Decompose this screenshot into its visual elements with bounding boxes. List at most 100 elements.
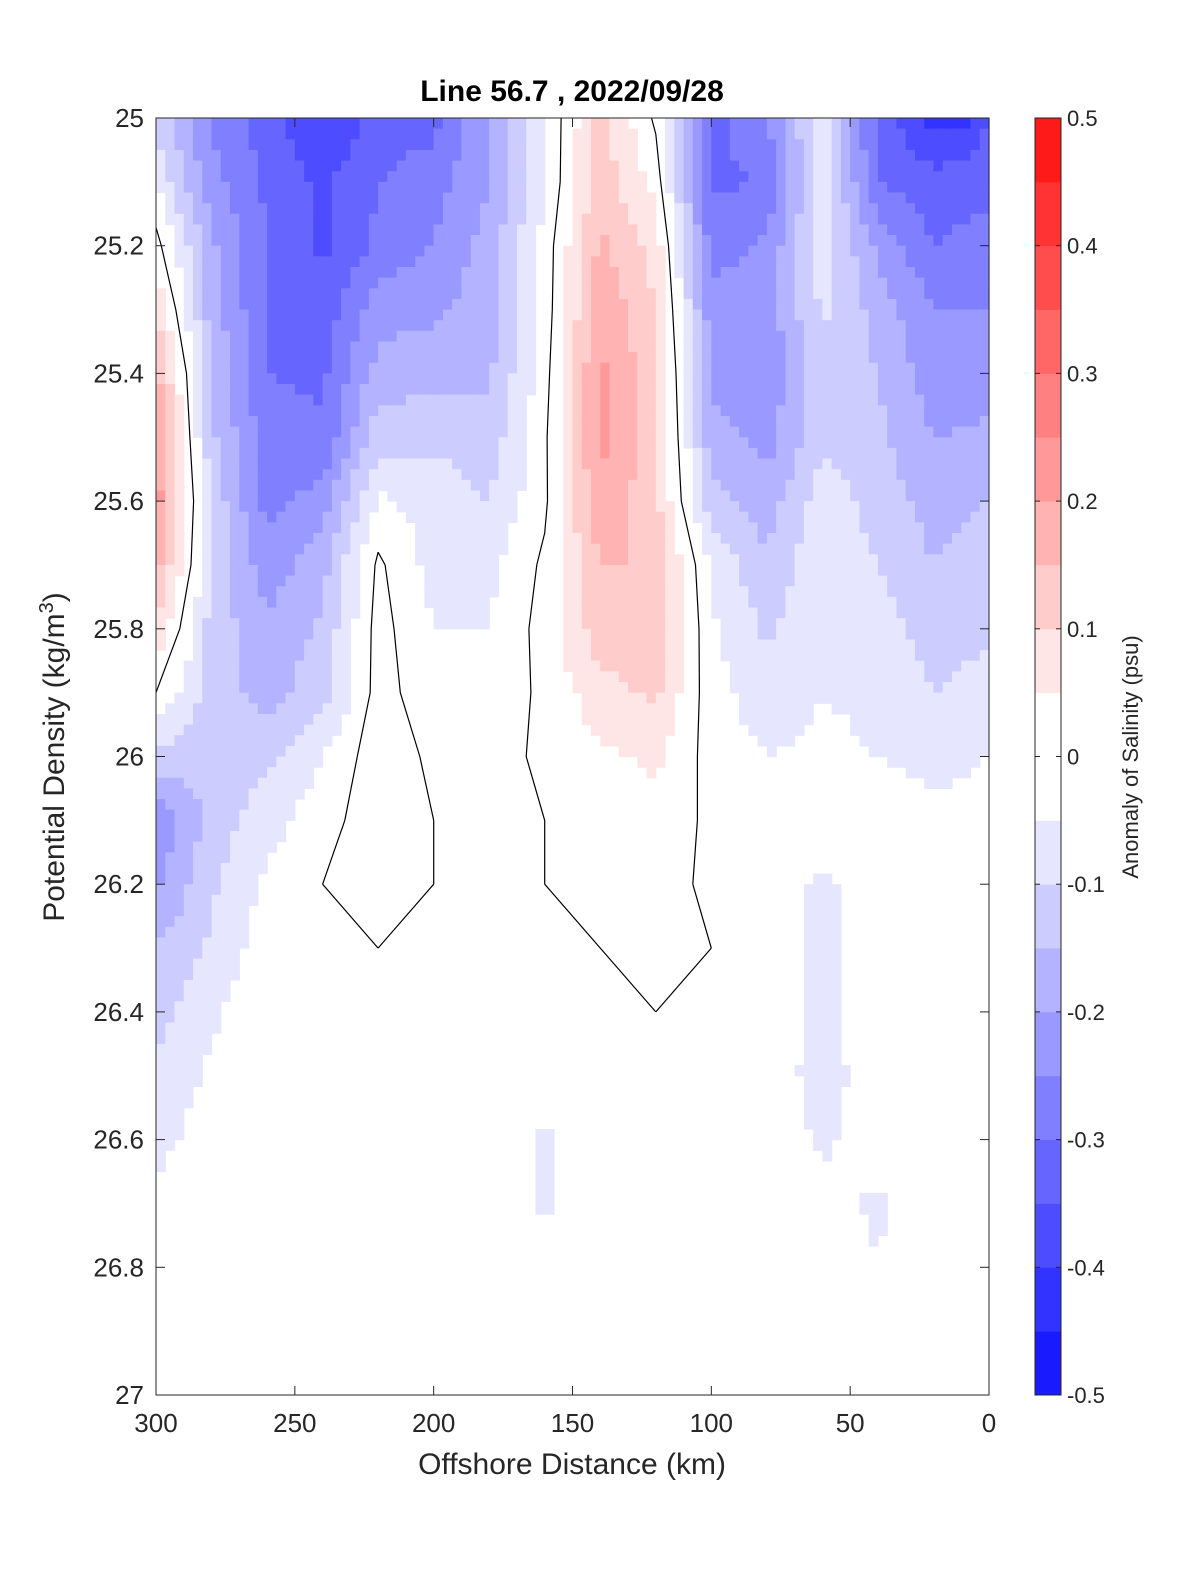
contour-cell <box>276 788 287 800</box>
contour-cell <box>646 650 657 662</box>
contour-cell <box>489 362 500 374</box>
contour-cell <box>313 426 324 438</box>
contour-cell <box>507 352 518 364</box>
contour-cell <box>637 490 648 502</box>
contour-cell <box>729 213 740 226</box>
contour-cell <box>813 692 823 704</box>
contour-cell <box>785 203 796 215</box>
contour-cell <box>470 607 481 619</box>
contour-cell <box>711 118 722 130</box>
contour-cell <box>877 426 888 438</box>
contour-cell <box>276 692 287 704</box>
contour-cell <box>748 330 759 343</box>
contour-cell <box>618 650 629 662</box>
contour-cell <box>211 884 222 896</box>
contour-cell <box>859 149 870 162</box>
contour-cell <box>618 415 629 428</box>
contour-cell <box>470 564 481 577</box>
contour-cell <box>822 671 833 683</box>
contour-cell <box>452 160 463 172</box>
contour-cell <box>220 256 231 268</box>
contour-cell <box>785 586 796 598</box>
contour-cell <box>276 522 287 534</box>
contour-cell <box>942 650 953 662</box>
contour-cell <box>507 181 518 194</box>
contour-cell <box>156 118 166 130</box>
contour-cell <box>285 139 296 151</box>
contour-cell <box>600 511 611 523</box>
contour-cell <box>461 352 472 364</box>
contour-cell <box>674 118 685 130</box>
contour-cell <box>924 533 935 545</box>
contour-cell <box>720 426 731 438</box>
contour-cell <box>424 490 435 502</box>
contour-cell <box>905 224 916 236</box>
contour-cell <box>711 575 722 587</box>
contour-cell <box>813 341 823 353</box>
contour-cell <box>341 469 351 481</box>
contour-cell <box>961 671 972 683</box>
contour-cell <box>276 809 287 821</box>
contour-cell <box>267 671 277 683</box>
contour-cell <box>924 618 935 630</box>
contour-cell <box>850 490 861 502</box>
contour-cell <box>739 650 749 662</box>
contour-cell <box>285 543 296 555</box>
contour-cell <box>165 735 176 747</box>
contour-cell <box>294 139 305 151</box>
contour-cell <box>405 405 416 417</box>
contour-cell <box>239 224 250 236</box>
contour-cell <box>165 830 176 843</box>
contour-cell <box>396 341 407 353</box>
contour-cell <box>156 362 166 374</box>
contour-cell <box>766 447 777 460</box>
contour-cell <box>914 320 925 332</box>
contour-cell <box>924 660 935 672</box>
contour-cell <box>979 415 990 428</box>
contour-cell <box>313 713 324 726</box>
contour-cell <box>803 181 814 194</box>
contour-cell <box>757 543 768 555</box>
contour-cell <box>979 203 990 215</box>
contour-cell <box>202 352 213 364</box>
contour-cell <box>591 192 601 204</box>
contour-cell <box>415 415 426 428</box>
contour-cell <box>979 128 990 140</box>
contour-cell <box>859 692 870 704</box>
contour-cell <box>313 735 324 747</box>
contour-cell <box>350 352 361 364</box>
contour-cell <box>877 320 888 332</box>
contour-cell <box>729 543 740 555</box>
contour-cell <box>183 916 194 928</box>
contour-cell <box>942 394 953 406</box>
contour-cell <box>156 958 166 970</box>
contour-cell <box>905 713 916 726</box>
contour-cell <box>498 479 509 492</box>
contour-cell <box>239 660 250 672</box>
contour-cell <box>572 362 583 374</box>
contour-cell <box>174 799 185 811</box>
contour-cell <box>267 309 277 321</box>
contour-cell <box>739 682 749 694</box>
contour-cell <box>322 352 333 364</box>
contour-cell <box>618 469 629 481</box>
contour-cell <box>609 511 620 523</box>
contour-cell <box>609 628 620 641</box>
contour-cell <box>933 671 944 683</box>
contour-cell <box>220 501 231 513</box>
contour-cell <box>544 1171 555 1183</box>
contour-cell <box>248 511 259 523</box>
contour-cell <box>803 213 814 226</box>
contour-cell <box>387 384 398 396</box>
contour-cell <box>766 203 777 215</box>
contour-cell <box>220 511 231 523</box>
contour-cell <box>239 160 250 172</box>
contour-cell <box>489 235 500 247</box>
contour-cell <box>711 352 722 364</box>
contour-cell <box>794 628 805 641</box>
contour-cell <box>609 682 620 694</box>
contour-cell <box>433 139 444 151</box>
contour-cell <box>914 490 925 502</box>
contour-cell <box>822 948 833 960</box>
contour-cell <box>572 682 583 694</box>
